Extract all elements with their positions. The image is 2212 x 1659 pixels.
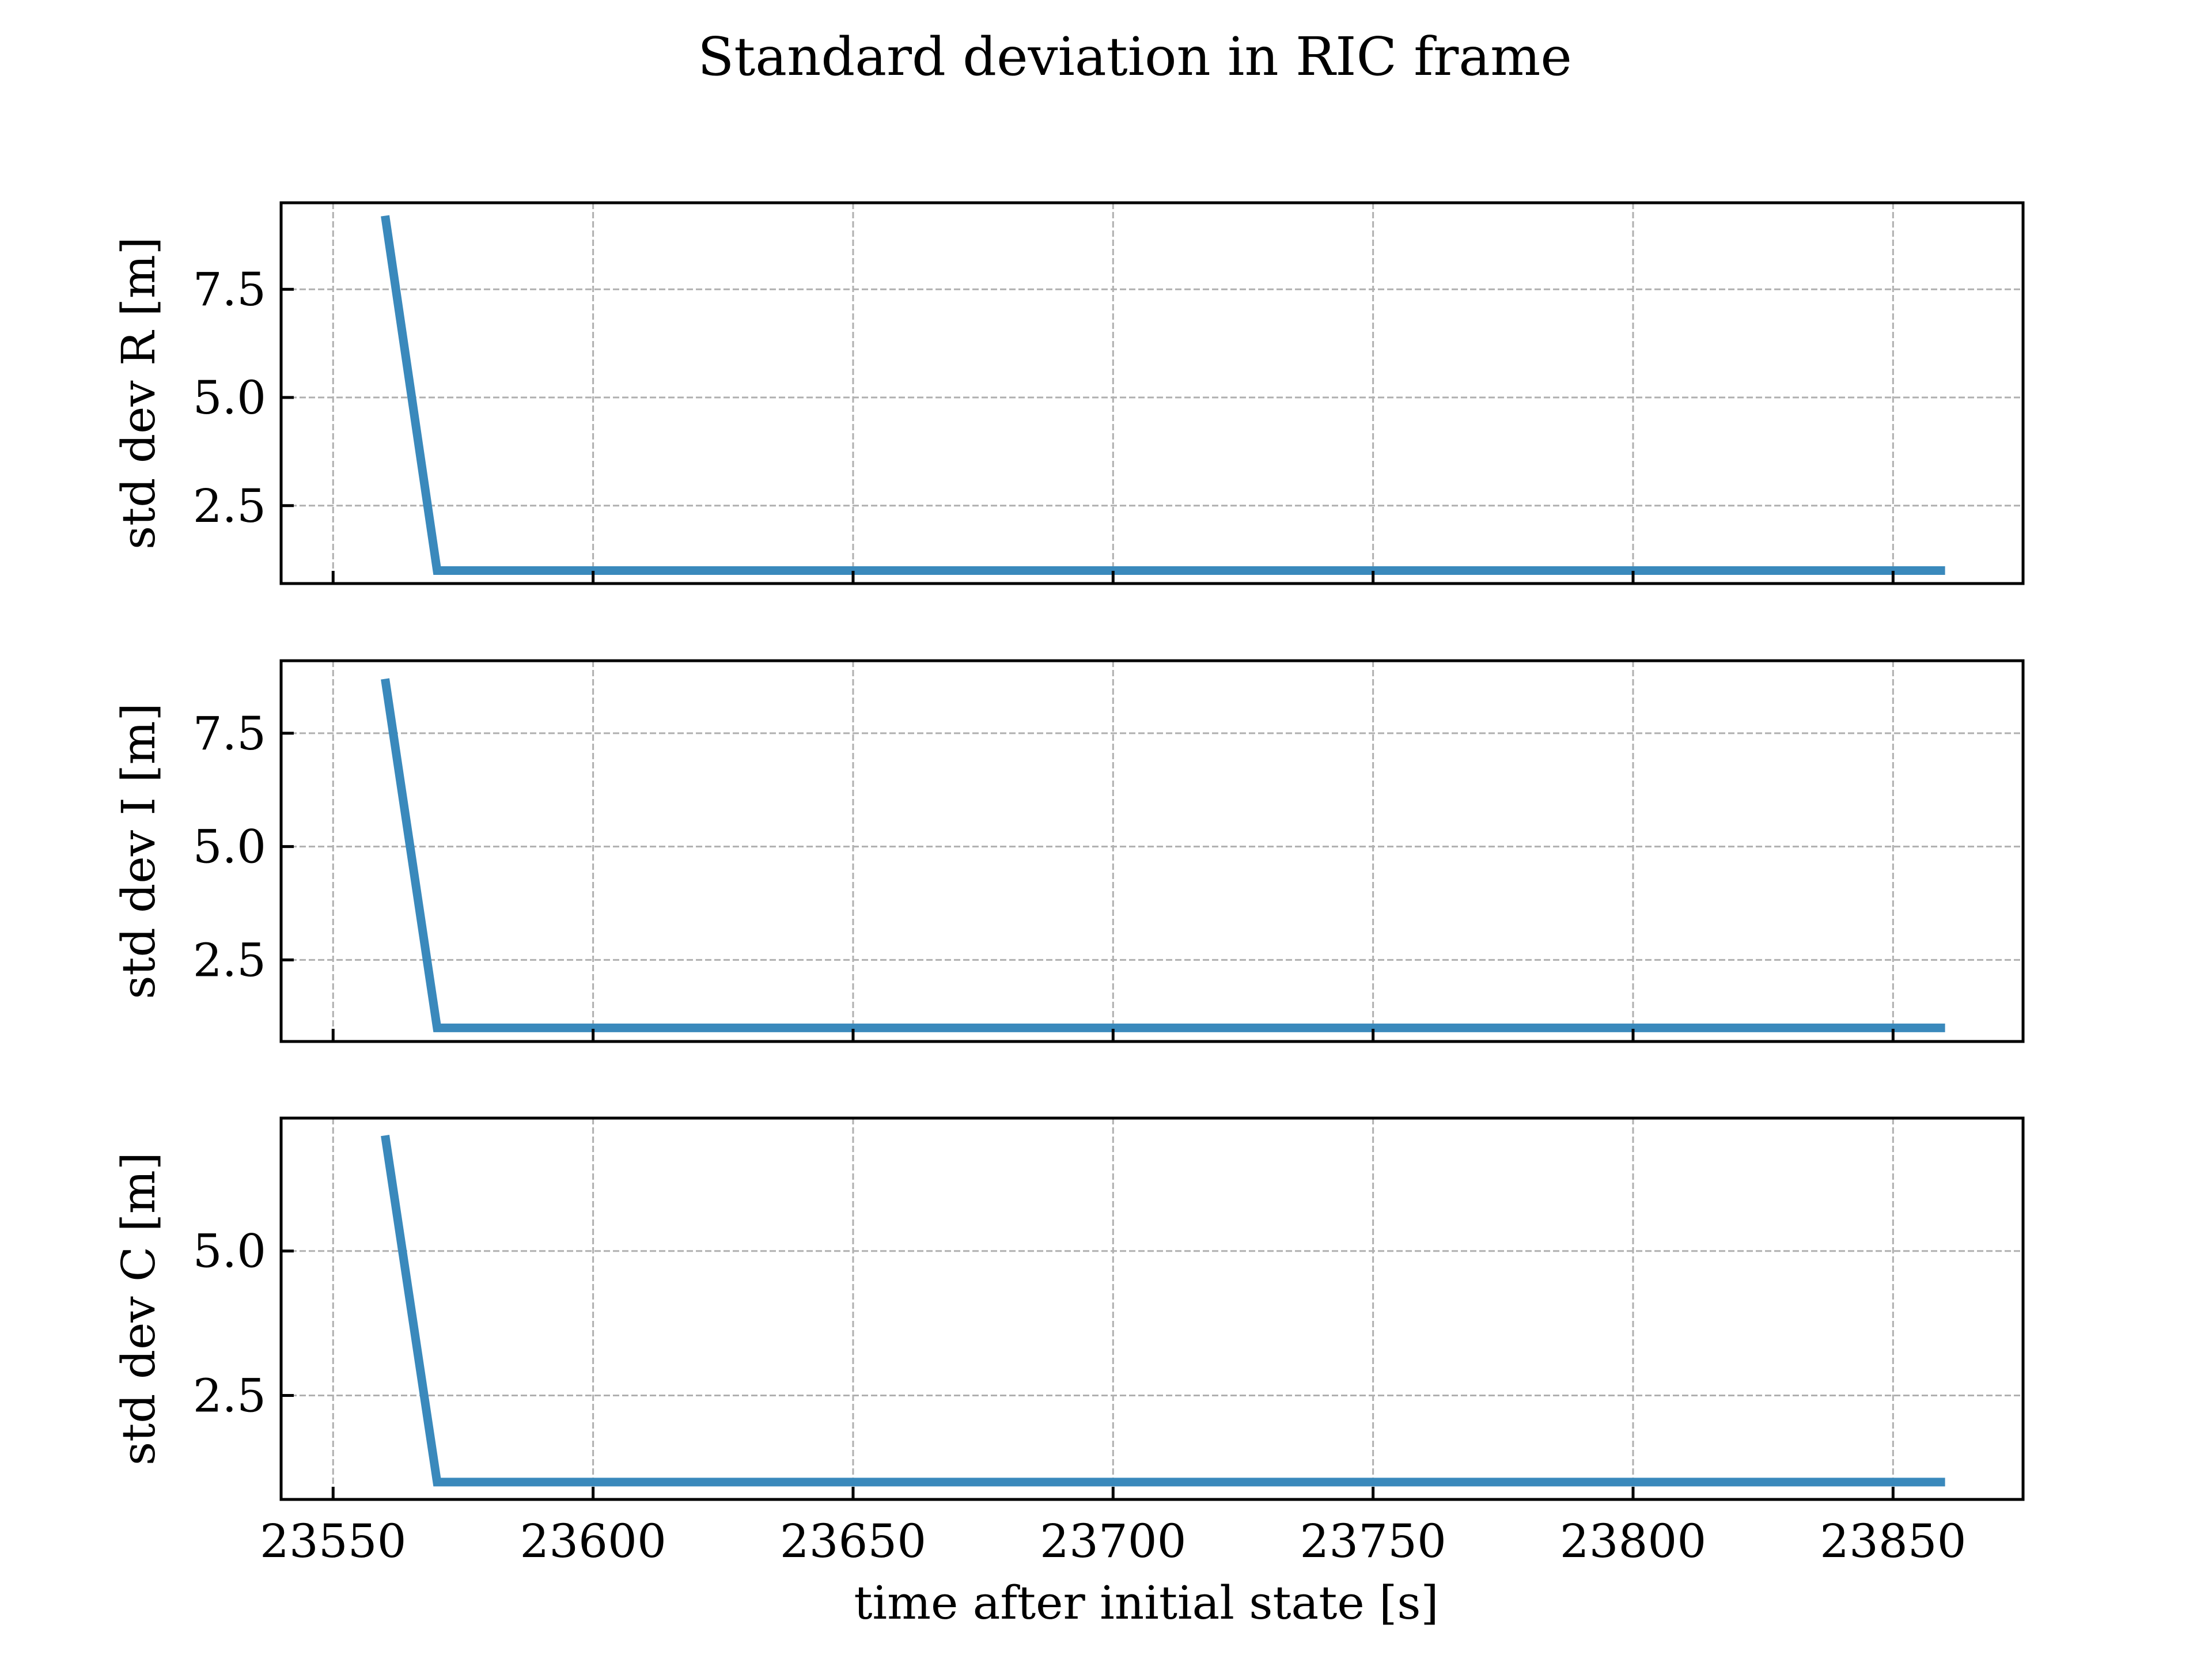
- subplot-c: 2.5 5.0 23550 23600 23650 23700 23750 23800 2385…: [112, 1116, 2025, 1568]
- axes-frame-i: [279, 659, 2025, 1043]
- y-tick-label-i-5: 5.0: [193, 820, 266, 874]
- y-tick-label-c-2.5: 2.5: [193, 1369, 266, 1422]
- y-tick-label-r-5: 5.0: [193, 371, 266, 425]
- series-line-c: [381, 1134, 1945, 1487]
- figure-title: Standard deviation in RIC frame: [698, 26, 1572, 88]
- x-tick-label-c-23850: 23850: [1820, 1514, 1967, 1568]
- y-axis-label-i: std dev I [m]: [112, 703, 165, 999]
- y-tick-label-c-5: 5.0: [193, 1225, 266, 1278]
- series-line-r: [381, 215, 1945, 575]
- series-line-i: [381, 678, 1945, 1032]
- subplots: 2.5 5.0 7.5 std dev R [m] 2.5 5.0 7.5 std dev I…: [112, 201, 2025, 1568]
- subplot-r: 2.5 5.0 7.5 std dev R [m]: [112, 201, 2025, 585]
- x-tick-label-c-23550: 23550: [260, 1514, 407, 1568]
- axes-frame-r: [279, 201, 2025, 585]
- x-tick-label-c-23700: 23700: [1040, 1514, 1187, 1568]
- y-axis-label-r: std dev R [m]: [112, 237, 165, 550]
- subplot-i: 2.5 5.0 7.5 std dev I [m]: [112, 659, 2025, 1043]
- axes-frame-c: [279, 1116, 2025, 1501]
- y-tick-label-i-7.5: 7.5: [193, 707, 266, 760]
- x-tick-label-c-23750: 23750: [1300, 1514, 1446, 1568]
- x-tick-label-c-23800: 23800: [1560, 1514, 1707, 1568]
- x-tick-label-c-23650: 23650: [780, 1514, 927, 1568]
- y-axis-label-c: std dev C [m]: [112, 1152, 165, 1465]
- x-axis-label: time after initial state [s]: [854, 1576, 1438, 1630]
- y-tick-label-r-2.5: 2.5: [193, 479, 266, 533]
- y-tick-label-i-2.5: 2.5: [193, 933, 266, 987]
- y-tick-label-r-7.5: 7.5: [193, 263, 266, 316]
- x-tick-label-c-23600: 23600: [520, 1514, 666, 1568]
